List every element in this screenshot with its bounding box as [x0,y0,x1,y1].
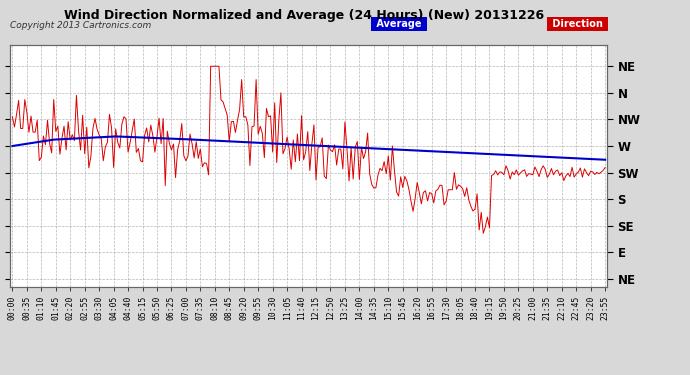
Text: Wind Direction Normalized and Average (24 Hours) (New) 20131226: Wind Direction Normalized and Average (2… [63,9,544,22]
Text: Direction: Direction [549,19,606,29]
Text: Copyright 2013 Cartronics.com: Copyright 2013 Cartronics.com [10,21,152,30]
Text: Average: Average [373,19,425,29]
